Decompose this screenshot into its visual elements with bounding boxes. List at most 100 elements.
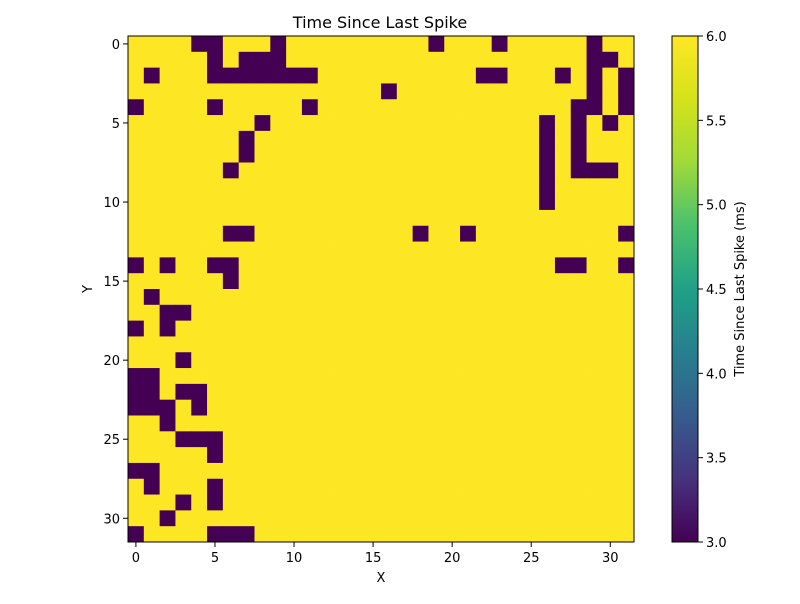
heatmap-cell — [317, 304, 334, 322]
heatmap-cell — [191, 478, 208, 495]
heatmap-cell — [159, 257, 176, 274]
heatmap-cell — [301, 352, 319, 369]
heatmap-cell — [159, 162, 176, 179]
heatmap-cell — [381, 83, 398, 100]
heatmap-cell — [507, 115, 524, 132]
heatmap-cell — [460, 36, 477, 53]
heatmap-cell — [286, 289, 303, 306]
heatmap-cell — [349, 115, 366, 132]
heatmap-cell — [365, 130, 382, 148]
heatmap-cell — [286, 130, 303, 148]
heatmap-cell — [191, 289, 208, 306]
heatmap-cell — [491, 352, 508, 369]
heatmap-cell — [270, 273, 287, 290]
heatmap-cell — [570, 447, 587, 464]
heatmap-cell — [444, 146, 461, 163]
heatmap-cell — [333, 225, 350, 242]
heatmap-cell — [475, 36, 493, 53]
heatmap-cell — [539, 115, 556, 132]
heatmap-cell — [570, 162, 587, 179]
heatmap-cell — [270, 36, 287, 53]
heatmap-cell — [428, 178, 445, 195]
heatmap-cell — [175, 320, 192, 337]
heatmap-cell — [207, 130, 224, 148]
heatmap-cell — [460, 415, 477, 432]
heatmap-cell — [491, 368, 508, 385]
heatmap-cell — [254, 241, 271, 258]
heatmap-cell — [222, 304, 240, 322]
heatmap-cell — [586, 289, 603, 306]
heatmap-cell — [159, 352, 176, 369]
heatmap-cell — [412, 478, 429, 495]
heatmap-cell — [159, 478, 176, 495]
heatmap-cell — [143, 99, 161, 116]
heatmap-cell — [159, 336, 176, 353]
heatmap-cell — [460, 431, 477, 448]
heatmap-cell — [207, 146, 224, 163]
heatmap-cell — [523, 51, 540, 69]
x-tick-label: 25 — [523, 551, 540, 566]
heatmap-cell — [523, 209, 540, 227]
heatmap-cell — [333, 273, 350, 290]
heatmap-cell — [507, 320, 524, 337]
heatmap-cell — [207, 83, 224, 100]
heatmap-cell — [491, 241, 508, 258]
heatmap-cell — [365, 383, 382, 401]
heatmap-cell — [349, 320, 366, 337]
heatmap-cell — [301, 241, 319, 258]
heatmap-cell — [238, 209, 255, 227]
heatmap-cell — [507, 178, 524, 195]
heatmap-cell — [143, 115, 161, 132]
heatmap-cell — [586, 320, 603, 337]
heatmap-cell — [128, 368, 145, 385]
heatmap-cell — [286, 51, 303, 69]
heatmap-cell — [128, 399, 145, 416]
heatmap-cell — [491, 494, 508, 511]
heatmap-cell — [475, 368, 493, 385]
heatmap-cell — [159, 447, 176, 464]
heatmap-cell — [159, 99, 176, 116]
heatmap-cell — [143, 447, 161, 464]
heatmap-cell — [507, 462, 524, 480]
heatmap-cell — [191, 241, 208, 258]
heatmap-cell — [586, 304, 603, 322]
heatmap-cell — [349, 510, 366, 527]
heatmap-cell — [222, 51, 240, 69]
heatmap-cell — [428, 336, 445, 353]
heatmap-cell — [128, 352, 145, 369]
heatmap-cell — [460, 130, 477, 148]
heatmap-cell — [396, 146, 414, 163]
heatmap-cell — [396, 51, 414, 69]
heatmap-cell — [475, 352, 493, 369]
heatmap-cell — [444, 368, 461, 385]
heatmap-cell — [128, 99, 145, 116]
heatmap-cell — [365, 36, 382, 53]
chart-title: Time Since Last Spike — [292, 13, 467, 32]
heatmap-cell — [222, 415, 240, 432]
heatmap-cell — [491, 478, 508, 495]
heatmap-cell — [491, 304, 508, 322]
heatmap-cell — [523, 383, 540, 401]
heatmap-cell — [444, 304, 461, 322]
heatmap-cell — [586, 415, 603, 432]
heatmap-cell — [618, 431, 635, 448]
heatmap-cell — [586, 241, 603, 258]
heatmap-cell — [301, 146, 319, 163]
heatmap-cell — [444, 209, 461, 227]
heatmap-cell — [349, 368, 366, 385]
heatmap-cell — [128, 36, 145, 53]
heatmap-cell — [365, 209, 382, 227]
heatmap-cell — [539, 130, 556, 148]
heatmap-cell — [254, 162, 271, 179]
heatmap-cell — [539, 209, 556, 227]
heatmap-cell — [444, 273, 461, 290]
heatmap-cell — [175, 225, 192, 242]
heatmap-cell — [270, 368, 287, 385]
heatmap-cell — [523, 415, 540, 432]
heatmap-cell — [475, 320, 493, 337]
heatmap-cell — [618, 320, 635, 337]
heatmap-cell — [333, 478, 350, 495]
heatmap-cell — [333, 257, 350, 274]
heatmap-cell — [254, 336, 271, 353]
heatmap-cell — [523, 241, 540, 258]
